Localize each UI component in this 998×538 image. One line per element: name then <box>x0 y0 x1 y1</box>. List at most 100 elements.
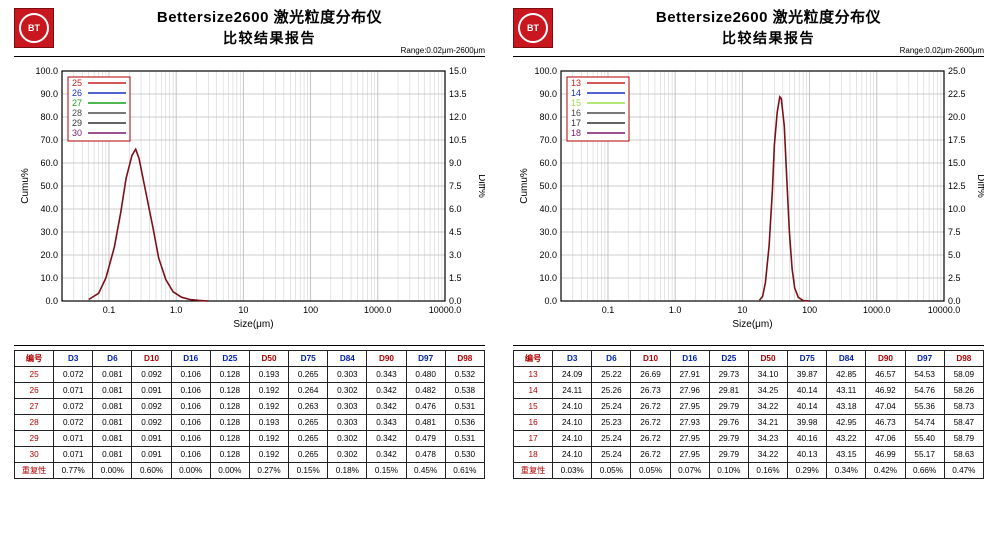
cell: 0.15% <box>367 463 406 479</box>
cell: 26.72 <box>631 415 670 431</box>
svg-text:90.0: 90.0 <box>539 89 557 99</box>
svg-text:1.5: 1.5 <box>449 273 462 283</box>
cell: 58.73 <box>944 399 983 415</box>
cell: 43.11 <box>827 383 866 399</box>
cell: 0.193 <box>249 415 288 431</box>
svg-text:10.0: 10.0 <box>948 204 966 214</box>
cell: 0.05% <box>592 463 631 479</box>
svg-text:Cumu%: Cumu% <box>519 168 530 204</box>
cell: 0.532 <box>445 367 484 383</box>
cell: 54.74 <box>905 415 944 431</box>
svg-text:12.5: 12.5 <box>948 181 966 191</box>
svg-text:4.5: 4.5 <box>449 227 462 237</box>
cell: 0.531 <box>445 399 484 415</box>
svg-text:1.0: 1.0 <box>170 305 183 315</box>
cell: 0.092 <box>132 399 171 415</box>
cell: 0.00% <box>210 463 249 479</box>
cell: 0.45% <box>406 463 445 479</box>
cell: 26 <box>15 383 54 399</box>
chart: 0.010.020.030.040.050.060.070.080.090.01… <box>513 61 984 341</box>
cell: 0.091 <box>132 447 171 463</box>
cell: 54.53 <box>905 367 944 383</box>
divider <box>513 345 984 346</box>
cell: 0.538 <box>445 383 484 399</box>
col-header: D75 <box>289 351 328 367</box>
cell: 0.16% <box>748 463 787 479</box>
cell: 0.00% <box>171 463 210 479</box>
col-header: D6 <box>592 351 631 367</box>
cell: 0.478 <box>406 447 445 463</box>
cell: 15 <box>514 399 553 415</box>
cell: 0.302 <box>328 447 367 463</box>
cell: 54.76 <box>905 383 944 399</box>
cell: 58.47 <box>944 415 983 431</box>
cell: 0.480 <box>406 367 445 383</box>
cell: 0.303 <box>328 367 367 383</box>
table-row: 1824.1025.2426.7227.9529.7934.2240.1343.… <box>514 447 984 463</box>
cell: 0.072 <box>54 415 93 431</box>
cell: 40.14 <box>788 383 827 399</box>
cell: 0.77% <box>54 463 93 479</box>
cell: 47.06 <box>866 431 905 447</box>
col-header: D75 <box>788 351 827 367</box>
table-row: 1724.1025.2426.7227.9529.7934.2340.1643.… <box>514 431 984 447</box>
svg-text:10: 10 <box>238 305 248 315</box>
svg-text:18: 18 <box>571 128 581 138</box>
cell: 0.343 <box>367 367 406 383</box>
table-row: 1324.0925.2226.6927.9129.7334.1039.8742.… <box>514 367 984 383</box>
cell: 0.128 <box>210 447 249 463</box>
chart: 0.010.020.030.040.050.060.070.080.090.01… <box>14 61 485 341</box>
brand-logo <box>14 8 54 48</box>
col-header: D25 <box>709 351 748 367</box>
cell: 25.24 <box>592 399 631 415</box>
cell: 0.128 <box>210 431 249 447</box>
cell: 0.071 <box>54 383 93 399</box>
svg-text:80.0: 80.0 <box>539 112 557 122</box>
table-row: 1624.1025.2326.7227.9329.7634.2139.9842.… <box>514 415 984 431</box>
table-row: 280.0720.0810.0920.1060.1280.1930.2650.3… <box>15 415 485 431</box>
cell: 27.96 <box>670 383 709 399</box>
col-header: D90 <box>367 351 406 367</box>
svg-text:7.5: 7.5 <box>948 227 961 237</box>
table-row: 300.0710.0810.0910.1060.1280.1920.2650.3… <box>15 447 485 463</box>
cell: 46.99 <box>866 447 905 463</box>
cell: 0.192 <box>249 431 288 447</box>
cell: 0.265 <box>289 367 328 383</box>
svg-text:20.0: 20.0 <box>948 112 966 122</box>
cell: 29.73 <box>709 367 748 383</box>
cell: 25.26 <box>592 383 631 399</box>
cell: 0.264 <box>289 383 328 399</box>
header: Bettersize2600 激光粒度分布仪 比较结果报告 <box>513 6 984 48</box>
svg-text:3.0: 3.0 <box>449 250 462 260</box>
cell: 27.95 <box>670 447 709 463</box>
svg-text:0.1: 0.1 <box>103 305 116 315</box>
cell: 0.265 <box>289 415 328 431</box>
cell: 55.36 <box>905 399 944 415</box>
cell: 24.10 <box>553 447 592 463</box>
cell: 25.23 <box>592 415 631 431</box>
cell: 0.072 <box>54 367 93 383</box>
cell: 0.106 <box>171 447 210 463</box>
svg-text:15.0: 15.0 <box>449 66 467 76</box>
table-row: 250.0720.0810.0920.1060.1280.1930.2650.3… <box>15 367 485 383</box>
svg-text:100.0: 100.0 <box>534 66 557 76</box>
svg-text:1000.0: 1000.0 <box>863 305 891 315</box>
svg-text:13.5: 13.5 <box>449 89 467 99</box>
svg-text:10: 10 <box>737 305 747 315</box>
cell: 0.081 <box>93 399 132 415</box>
cell: 0.05% <box>631 463 670 479</box>
col-header: D16 <box>171 351 210 367</box>
svg-text:40.0: 40.0 <box>539 204 557 214</box>
cell: 43.22 <box>827 431 866 447</box>
cell: 0.128 <box>210 383 249 399</box>
cell: 0.482 <box>406 383 445 399</box>
cell: 0.531 <box>445 431 484 447</box>
cell: 0.192 <box>249 383 288 399</box>
col-header: D97 <box>905 351 944 367</box>
svg-text:2.5: 2.5 <box>948 273 961 283</box>
cell: 24.10 <box>553 415 592 431</box>
cell: 0.302 <box>328 431 367 447</box>
col-header: D84 <box>328 351 367 367</box>
data-table: 编号D3D6D10D16D25D50D75D84D90D97D981324.09… <box>513 350 984 479</box>
title-line1: Bettersize2600 激光粒度分布仪 <box>54 6 485 27</box>
